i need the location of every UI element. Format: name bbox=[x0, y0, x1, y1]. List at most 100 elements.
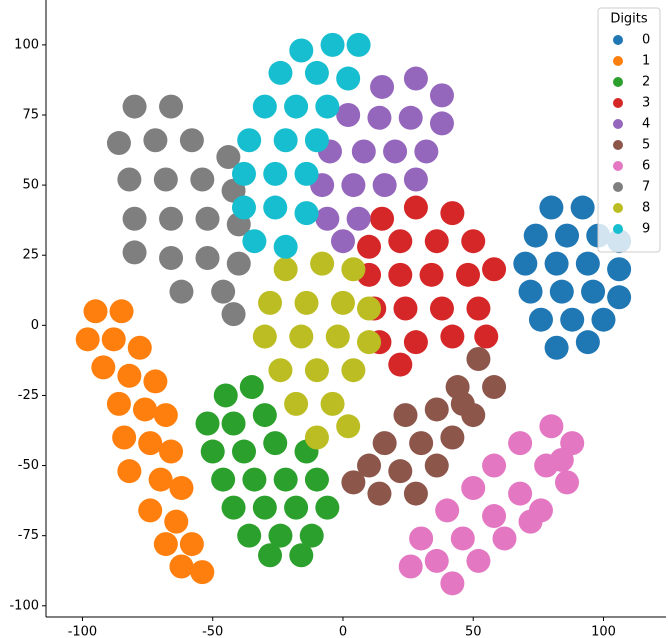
point bbox=[211, 279, 236, 304]
point bbox=[409, 526, 434, 551]
point bbox=[398, 554, 423, 579]
point bbox=[195, 206, 220, 231]
point bbox=[351, 139, 376, 164]
point bbox=[341, 257, 366, 282]
point bbox=[299, 523, 324, 548]
point bbox=[127, 335, 152, 360]
legend-marker bbox=[613, 98, 623, 108]
point bbox=[450, 391, 475, 416]
point bbox=[461, 475, 486, 500]
point bbox=[164, 509, 189, 534]
y-tick-label: 25 bbox=[22, 248, 39, 263]
legend-label: 9 bbox=[642, 222, 650, 237]
point bbox=[258, 543, 283, 568]
point bbox=[419, 262, 444, 287]
point bbox=[513, 251, 538, 276]
legend-marker bbox=[613, 182, 623, 192]
point bbox=[539, 195, 564, 220]
point bbox=[482, 375, 507, 400]
point bbox=[508, 481, 533, 506]
point bbox=[435, 498, 460, 523]
point bbox=[383, 139, 408, 164]
point bbox=[258, 290, 283, 315]
point bbox=[575, 251, 600, 276]
legend-marker bbox=[613, 56, 623, 66]
point bbox=[252, 495, 277, 520]
point bbox=[518, 509, 543, 534]
point bbox=[273, 234, 298, 259]
point bbox=[289, 324, 314, 349]
x-tick-label: 50 bbox=[465, 625, 482, 638]
point bbox=[424, 397, 449, 422]
point bbox=[403, 195, 428, 220]
point bbox=[284, 94, 309, 119]
point bbox=[213, 383, 238, 408]
point bbox=[330, 229, 355, 254]
point bbox=[169, 554, 194, 579]
point bbox=[190, 167, 215, 192]
point bbox=[263, 431, 288, 456]
point bbox=[138, 498, 163, 523]
point bbox=[169, 475, 194, 500]
point bbox=[370, 206, 395, 231]
point bbox=[268, 60, 293, 85]
point bbox=[429, 83, 454, 108]
legend-marker bbox=[613, 35, 623, 45]
point bbox=[346, 32, 371, 57]
point bbox=[231, 195, 256, 220]
point bbox=[370, 74, 395, 99]
point bbox=[153, 167, 178, 192]
point bbox=[179, 128, 204, 153]
point bbox=[388, 352, 413, 377]
point bbox=[268, 523, 293, 548]
point bbox=[320, 391, 345, 416]
legend-label: 5 bbox=[642, 138, 650, 153]
x-tick-label: 100 bbox=[591, 625, 616, 638]
legend-marker bbox=[613, 203, 623, 213]
point bbox=[367, 105, 392, 130]
point bbox=[336, 66, 361, 91]
point bbox=[159, 439, 184, 464]
point bbox=[294, 201, 319, 226]
point bbox=[492, 526, 517, 551]
point bbox=[315, 206, 340, 231]
point bbox=[403, 330, 428, 355]
point bbox=[273, 257, 298, 282]
point bbox=[237, 523, 262, 548]
point bbox=[474, 324, 499, 349]
y-tick-label: -25 bbox=[18, 388, 39, 403]
point bbox=[179, 532, 204, 557]
point bbox=[252, 94, 277, 119]
point bbox=[466, 346, 491, 371]
point bbox=[440, 571, 465, 596]
point bbox=[221, 302, 246, 327]
point bbox=[284, 391, 309, 416]
point bbox=[403, 481, 428, 506]
point bbox=[523, 223, 548, 248]
point bbox=[461, 229, 486, 254]
point bbox=[216, 145, 241, 170]
point bbox=[440, 324, 465, 349]
point bbox=[159, 246, 184, 271]
legend-label: 7 bbox=[642, 180, 650, 195]
point bbox=[132, 397, 157, 422]
point bbox=[231, 161, 256, 186]
y-tick-label: -75 bbox=[18, 528, 39, 543]
point bbox=[117, 363, 142, 388]
point bbox=[544, 335, 569, 360]
point bbox=[336, 414, 361, 439]
legend-marker bbox=[613, 140, 623, 150]
point bbox=[221, 411, 246, 436]
point bbox=[138, 431, 163, 456]
point bbox=[122, 94, 147, 119]
point bbox=[294, 290, 319, 315]
point bbox=[466, 296, 491, 321]
point bbox=[304, 128, 329, 153]
point bbox=[268, 358, 293, 383]
point bbox=[549, 279, 574, 304]
point bbox=[75, 327, 100, 352]
point bbox=[231, 439, 256, 464]
legend-label: 4 bbox=[642, 117, 650, 132]
point bbox=[570, 195, 595, 220]
